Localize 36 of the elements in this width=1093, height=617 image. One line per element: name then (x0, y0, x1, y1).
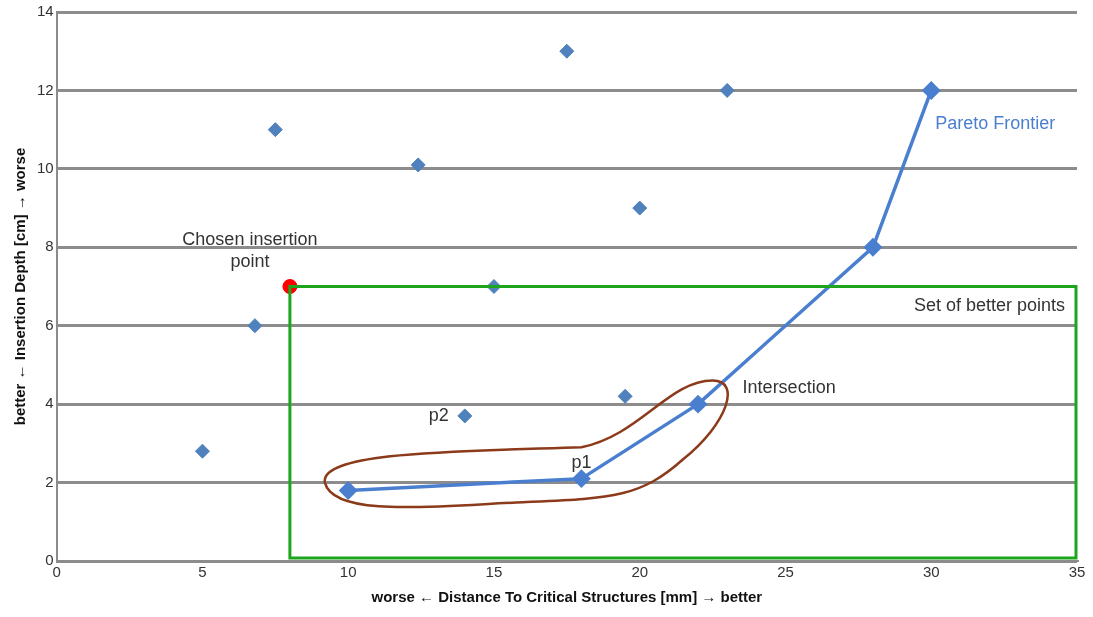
annotation: p1 (571, 451, 592, 472)
point (922, 81, 940, 100)
point (689, 395, 707, 413)
point (617, 388, 633, 404)
point (194, 443, 210, 459)
series-label: Pareto Frontier (935, 113, 1056, 134)
y-tick-label: 4 (45, 394, 54, 412)
point (247, 318, 263, 334)
x-tick-label: 15 (485, 563, 503, 581)
annotation: Chosen insertion point (182, 229, 318, 272)
y-tick-label: 0 (45, 551, 54, 569)
annotation: p2 (428, 404, 449, 425)
point (267, 122, 283, 138)
x-tick-label: 10 (339, 563, 357, 581)
point (864, 238, 882, 257)
x-tick-label: 20 (631, 563, 649, 581)
x-tick-label: 30 (922, 563, 940, 581)
y-tick-label: 6 (45, 315, 54, 333)
y-tick-label: 14 (37, 2, 54, 20)
point (632, 200, 648, 216)
point (339, 481, 357, 500)
y-tick-label: 8 (45, 237, 54, 255)
x-tick-label: 35 (1068, 563, 1086, 581)
x-tick-label: 5 (198, 563, 207, 581)
y-axis-title: better ← Insertion Depth [cm] → worse (11, 147, 29, 426)
annotation: Set of better points (913, 295, 1065, 316)
point (719, 82, 735, 98)
point (559, 43, 575, 59)
x-tick-label: 25 (777, 563, 794, 581)
point (410, 157, 426, 173)
x-axis-title: worse ← Distance To Critical Structures [mm] → better (370, 588, 763, 606)
y-tick-label: 2 (45, 472, 54, 490)
point (457, 408, 473, 424)
annotation: Intersection (742, 377, 836, 398)
y-tick-label: 12 (37, 80, 54, 98)
y-tick-label: 10 (37, 159, 54, 176)
